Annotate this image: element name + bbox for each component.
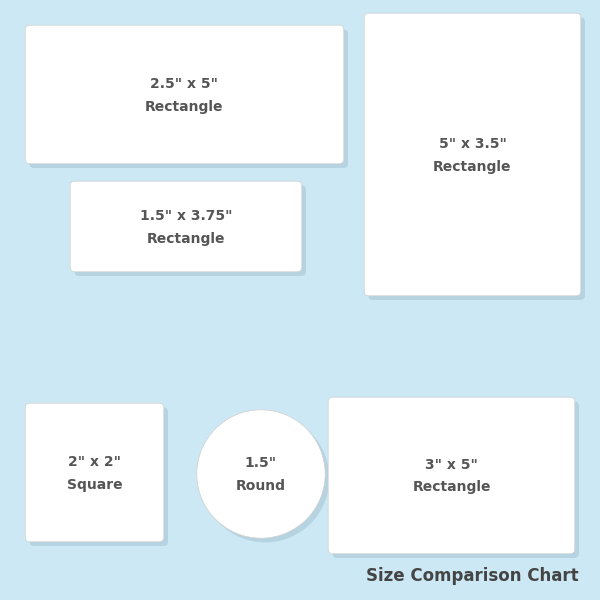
FancyBboxPatch shape [364, 13, 581, 296]
Circle shape [197, 410, 325, 538]
FancyBboxPatch shape [29, 407, 168, 546]
Text: Rectangle: Rectangle [412, 481, 491, 494]
Text: 2" x 2": 2" x 2" [68, 455, 121, 469]
FancyBboxPatch shape [29, 29, 348, 168]
Text: Rectangle: Rectangle [433, 160, 512, 173]
FancyBboxPatch shape [332, 401, 579, 558]
FancyBboxPatch shape [328, 397, 575, 554]
Circle shape [201, 414, 329, 542]
Text: Rectangle: Rectangle [145, 100, 224, 113]
FancyBboxPatch shape [25, 403, 164, 542]
Text: 3" x 5": 3" x 5" [425, 458, 478, 472]
FancyBboxPatch shape [368, 17, 585, 300]
Text: Square: Square [67, 478, 122, 491]
Text: 1.5": 1.5" [245, 456, 277, 470]
Text: Size Comparison Chart: Size Comparison Chart [367, 567, 579, 585]
FancyBboxPatch shape [25, 25, 344, 164]
FancyBboxPatch shape [70, 181, 302, 272]
Text: 2.5" x 5": 2.5" x 5" [151, 77, 218, 91]
Text: Rectangle: Rectangle [147, 232, 225, 245]
Text: 1.5" x 3.75": 1.5" x 3.75" [140, 209, 232, 223]
Text: Round: Round [236, 479, 286, 493]
FancyBboxPatch shape [74, 185, 306, 276]
Text: 5" x 3.5": 5" x 3.5" [439, 137, 506, 151]
